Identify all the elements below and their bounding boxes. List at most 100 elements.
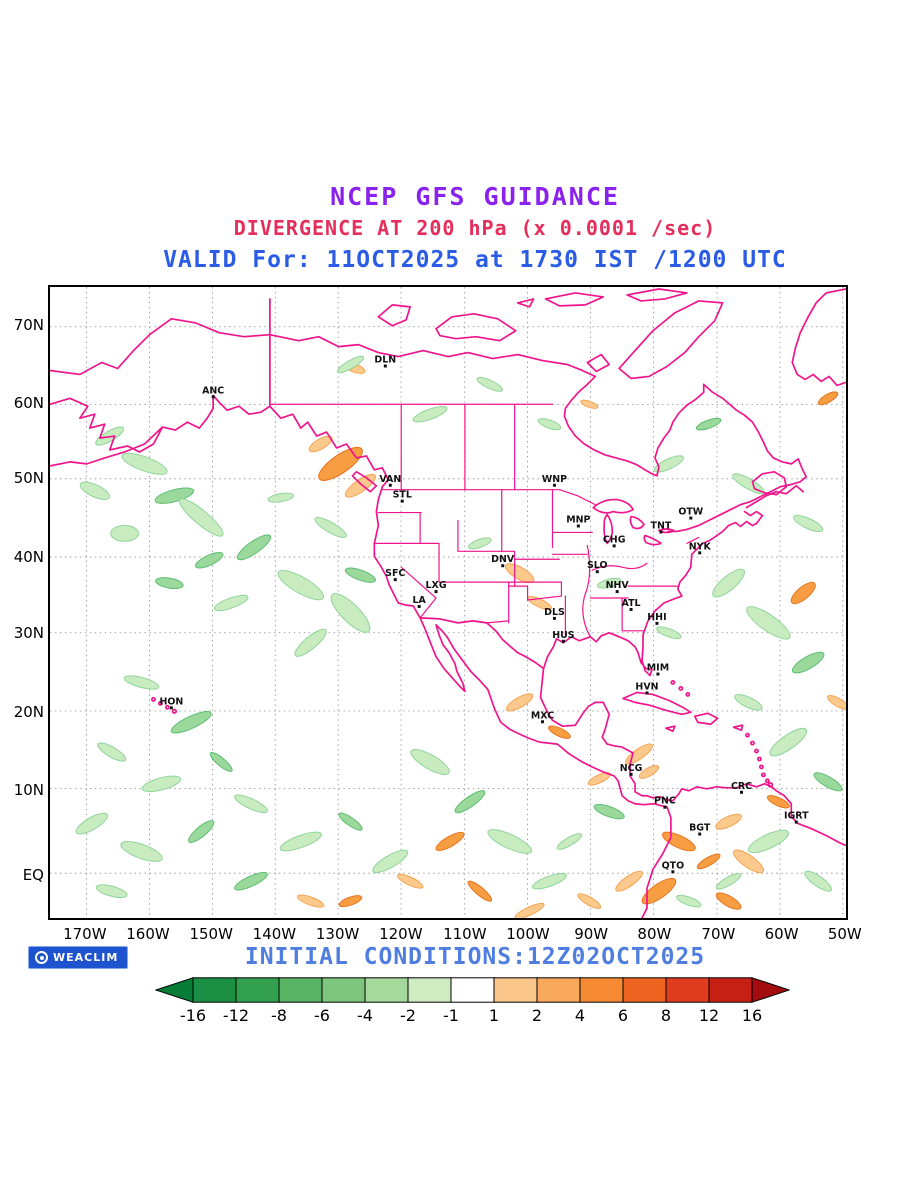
- field-patch: [110, 524, 140, 542]
- field-patch: [344, 567, 376, 583]
- field-patch: [746, 606, 791, 640]
- lat-tick-label: 40N: [13, 547, 44, 566]
- field-patch: [615, 870, 643, 892]
- field-patch: [410, 749, 450, 775]
- colorbar-tick-label: 8: [660, 1006, 672, 1025]
- station-marker: [552, 616, 556, 620]
- st-lawrence-river: [667, 506, 736, 533]
- vancouver-island: [351, 470, 378, 493]
- devon-island: [544, 292, 605, 307]
- canada-provinces: [269, 403, 554, 491]
- field-patch: [188, 820, 215, 843]
- station-label: HUS: [552, 630, 575, 641]
- weaclim-ring-icon: [35, 951, 48, 964]
- station-marker: [393, 578, 397, 582]
- field-patch: [435, 831, 465, 852]
- field-patch: [330, 593, 371, 633]
- station-marker: [671, 870, 675, 874]
- station-label: NYK: [689, 541, 712, 552]
- lon-tick-label: 170W: [63, 925, 107, 943]
- lon-tick-label: 60W: [764, 925, 799, 943]
- political-borders: [269, 403, 700, 638]
- station-marker: [659, 530, 663, 534]
- field-patch: [747, 829, 789, 854]
- field-patch: [653, 455, 684, 473]
- field-patch: [97, 742, 127, 762]
- field-patch: [336, 355, 365, 374]
- station-label: QTO: [662, 860, 684, 871]
- colorbar-cell: [665, 977, 710, 1003]
- station-marker: [615, 590, 619, 594]
- lon-tick-label: 70W: [701, 925, 736, 943]
- colorbar-cell: [278, 977, 323, 1003]
- station-marker: [388, 483, 392, 487]
- station-marker: [629, 772, 633, 776]
- colorbar-arrow-right: [751, 977, 790, 1003]
- weaclim-logo-label: WEACLIM: [53, 951, 119, 964]
- colorbar-tick-label: 6: [617, 1006, 629, 1025]
- field-patch: [537, 418, 562, 431]
- field-patch: [656, 626, 682, 640]
- station-label: ANC: [202, 385, 224, 396]
- station-label: DNV: [491, 554, 515, 565]
- field-patch: [277, 569, 324, 601]
- field-patch: [638, 764, 660, 779]
- field-patch: [597, 577, 622, 589]
- station-marker: [561, 639, 565, 643]
- lat-tick-label: 10N: [13, 780, 44, 799]
- field-patch: [338, 895, 363, 908]
- station-label: SFC: [385, 568, 405, 579]
- colorbar-labels: -16 -12 -8 -6 -4 -2 -1 1 2 4 6 8 12 16: [155, 1006, 790, 1026]
- lon-tick-label: 130W: [315, 925, 360, 943]
- weaclim-logo[interactable]: WEACLIM: [28, 946, 129, 969]
- lon-tick-label: 100W: [506, 925, 550, 943]
- field-patch: [817, 391, 839, 406]
- field-patch: [532, 873, 567, 890]
- field-patch: [279, 831, 322, 852]
- labrador-coast: [702, 383, 808, 509]
- station-label: IGRT: [784, 811, 809, 822]
- hispaniola: [693, 712, 719, 726]
- station-label: VAN: [379, 474, 401, 485]
- valid-time-line: VALID For: 11OCT2025 at 1730 IST /1200 U…: [163, 247, 787, 273]
- lake-superior: [592, 498, 634, 514]
- field-patch: [766, 795, 790, 809]
- field-patch: [487, 829, 533, 854]
- colorbar-tick-label: 1: [488, 1006, 500, 1025]
- station-label: NCG: [620, 763, 643, 774]
- field-patch: [676, 894, 702, 908]
- us-states-east: [589, 536, 700, 632]
- field-patch: [580, 399, 599, 409]
- field-patch: [547, 725, 571, 739]
- field-patch: [141, 775, 182, 793]
- baffin-island: [618, 300, 724, 380]
- field-patch: [514, 902, 545, 918]
- us-states-west: [373, 489, 516, 619]
- lon-tick-label: 110W: [443, 925, 487, 943]
- colorbar-arrow-left: [155, 977, 194, 1003]
- station-marker: [576, 524, 580, 528]
- field-patch: [121, 452, 168, 475]
- field-patch: [195, 552, 224, 569]
- field-patch: [75, 812, 109, 835]
- station-label: OTW: [678, 507, 703, 518]
- field-patch: [294, 628, 327, 657]
- station-label: WNP: [542, 474, 567, 485]
- field-patch: [505, 693, 534, 712]
- coastlines: [50, 288, 846, 918]
- divergence-field: [75, 355, 846, 918]
- field-patch: [641, 877, 677, 905]
- colorbar-tick-label: 4: [574, 1006, 586, 1025]
- jamaica: [665, 725, 676, 733]
- us-states-central: [486, 489, 593, 638]
- station-marker: [629, 607, 633, 611]
- lat-tick-label: 70N: [13, 316, 44, 334]
- lon-tick-label: 160W: [126, 925, 170, 943]
- colorbar-cell: [493, 977, 538, 1003]
- lon-tick-label: 120W: [379, 925, 423, 943]
- nova-scotia: [743, 510, 764, 525]
- arctic-coast: [50, 317, 597, 378]
- field-patch: [120, 840, 163, 862]
- station-label: MXC: [531, 710, 554, 721]
- lon-tick-label: 90W: [574, 925, 609, 943]
